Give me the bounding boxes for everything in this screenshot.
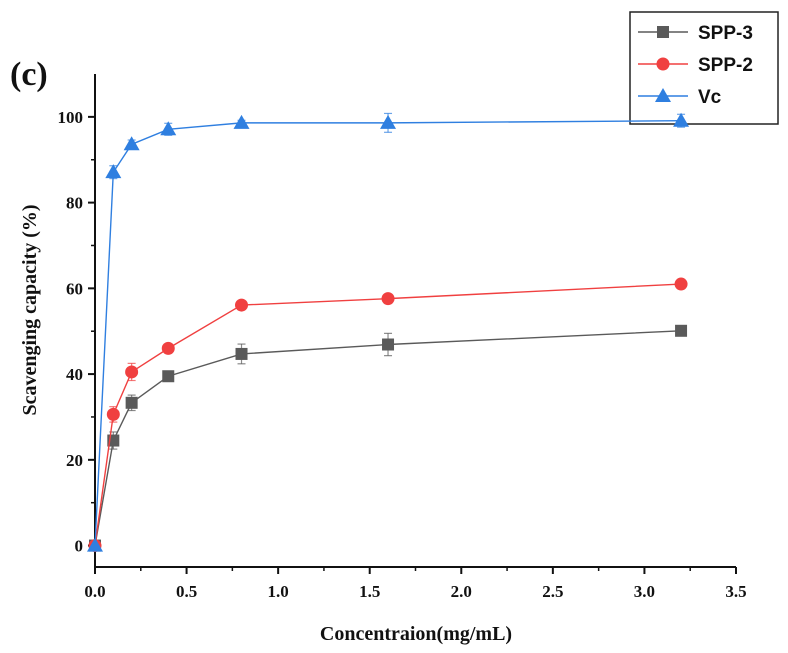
series-line-spp-3: [94, 330, 682, 546]
x-tick-label: 0.0: [84, 582, 105, 601]
x-tick-label: 2.5: [542, 582, 563, 601]
data-point-spp-3: [162, 370, 175, 383]
data-point-vc: [87, 537, 103, 552]
legend-marker-vc: [655, 88, 671, 102]
legend-marker-spp-3: [657, 26, 669, 38]
series-spp-2: [88, 277, 688, 553]
data-point-vc: [105, 164, 122, 179]
data-point-spp-2: [125, 365, 139, 379]
data-point-vc: [380, 114, 397, 129]
panel-label: (c): [10, 56, 48, 93]
data-point-vc: [233, 114, 250, 129]
data-point-spp-2: [381, 292, 395, 306]
y-tick-label: 40: [66, 365, 83, 384]
data-point-spp-3: [235, 347, 248, 360]
y-axis-label: Scavenging capacity (%): [19, 204, 41, 415]
x-tick-label: 0.5: [176, 582, 197, 601]
legend-label-spp-3: SPP-3: [698, 23, 753, 44]
axes: 0.0 0.5 1.0 1.5 2.0 2.5 3.0 3.5 0 20 40 60 80 100: [58, 74, 747, 601]
data-point-spp-2: [674, 277, 688, 291]
data-point-vc: [673, 112, 690, 127]
plot-area: [87, 112, 690, 553]
x-tick-label: 3.5: [725, 582, 746, 601]
y-tick-label: 20: [66, 451, 83, 470]
data-point-spp-3: [675, 324, 688, 337]
legend-label-vc: Vc: [698, 87, 722, 108]
legend-box: [629, 11, 779, 125]
data-point-vc: [160, 121, 177, 136]
data-point-vc: [123, 136, 140, 151]
x-tick-label: 1.5: [359, 582, 380, 601]
series-spp-3: [89, 324, 688, 552]
x-axis-label: Concentraion(mg/mL): [320, 623, 512, 645]
data-point-spp-2: [161, 341, 175, 355]
data-point-spp-3: [382, 338, 395, 351]
x-tick-label: 1.0: [268, 582, 289, 601]
data-point-spp-2: [235, 298, 249, 312]
series-vc: [87, 112, 690, 552]
y-tick-label: 0: [75, 537, 84, 556]
y-tick-label: 60: [66, 279, 83, 298]
data-point-spp-3: [125, 396, 138, 409]
y-tick-label: 100: [58, 108, 84, 127]
series-line-spp-2: [94, 283, 682, 546]
x-tick-label: 3.0: [634, 582, 655, 601]
data-point-spp-2: [106, 407, 120, 421]
legend-label-spp-2: SPP-2: [698, 55, 753, 76]
legend-marker-spp-2: [656, 57, 670, 71]
y-tick-label: 80: [66, 194, 83, 213]
x-tick-label: 2.0: [451, 582, 472, 601]
legend: SPP-3 SPP-2 Vc: [629, 11, 779, 125]
